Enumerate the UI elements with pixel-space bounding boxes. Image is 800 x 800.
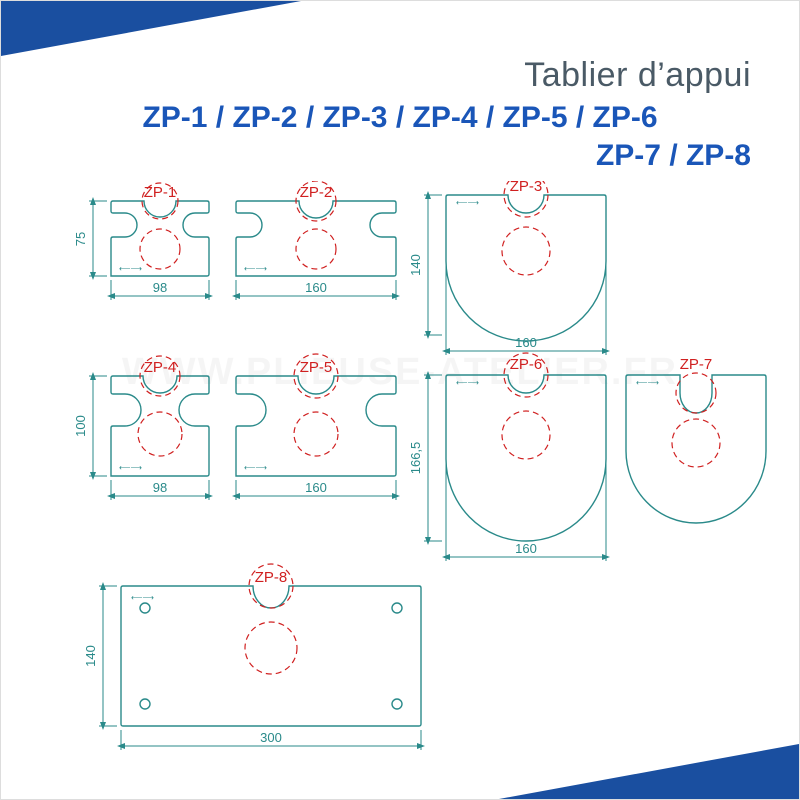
corner-top-accent — [1, 1, 301, 56]
dim-zp4-h: 100 — [73, 415, 88, 437]
drawing-zp4: ZP-4 100 98 ⟵⟶ — [73, 356, 209, 500]
svg-text:⟵⟶: ⟵⟶ — [119, 264, 142, 273]
drawing-zp1: ZP-1 75 98 ⟵⟶ — [73, 183, 209, 300]
dim-zp1-w: 98 — [153, 280, 167, 295]
drawing-zp3: ZP-3 140 160 ⟵⟶ — [408, 181, 606, 355]
label-zp4: ZP-4 — [144, 359, 177, 376]
dim-zp2-w: 160 — [305, 280, 327, 295]
page: Tablier d’appui ZP-1 / ZP-2 / ZP-3 / ZP-… — [0, 0, 800, 800]
drawing-zp8: ZP-8 140 300 ⟵⟶ — [83, 564, 421, 750]
dim-zp4-w: 98 — [153, 480, 167, 495]
label-zp5: ZP-5 — [300, 359, 333, 376]
dim-zp8-w: 300 — [260, 730, 282, 745]
label-zp2: ZP-2 — [300, 184, 333, 201]
dim-zp6-h: 166,5 — [408, 442, 423, 475]
svg-text:⟵⟶: ⟵⟶ — [456, 378, 479, 387]
dim-zp5-w: 160 — [305, 480, 327, 495]
drawing-zp7: ZP-7 ⟵⟶ — [626, 356, 766, 523]
technical-drawings: ZP-1 75 98 ⟵⟶ ZP-2 — [51, 181, 771, 781]
dim-zp3-w: 160 — [515, 335, 537, 350]
svg-text:⟵⟶: ⟵⟶ — [244, 463, 267, 472]
label-zp7: ZP-7 — [680, 356, 713, 373]
drawing-zp2: ZP-2 160 ⟵⟶ — [236, 181, 396, 300]
svg-text:⟵⟶: ⟵⟶ — [119, 463, 142, 472]
label-zp3: ZP-3 — [510, 181, 543, 195]
svg-text:⟵⟶: ⟵⟶ — [636, 378, 659, 387]
page-title: Tablier d’appui — [524, 56, 751, 95]
dim-zp6-w: 160 — [515, 541, 537, 556]
dim-zp3-h: 140 — [408, 254, 423, 276]
drawing-zp5: ZP-5 160 ⟵⟶ — [236, 354, 396, 500]
svg-text:⟵⟶: ⟵⟶ — [131, 593, 154, 602]
drawing-zp6: ZP-6 166,5 160 ⟵⟶ — [408, 353, 606, 561]
label-zp8: ZP-8 — [255, 569, 288, 586]
dim-zp8-h: 140 — [83, 645, 98, 667]
svg-text:⟵⟶: ⟵⟶ — [456, 198, 479, 207]
svg-text:⟵⟶: ⟵⟶ — [244, 264, 267, 273]
label-zp6: ZP-6 — [510, 356, 543, 373]
dim-zp1-h: 75 — [73, 232, 88, 246]
model-list-line1: ZP-1 / ZP-2 / ZP-3 / ZP-4 / ZP-5 / ZP-6 — [41, 101, 759, 135]
model-list-line2: ZP-7 / ZP-8 — [41, 139, 751, 173]
